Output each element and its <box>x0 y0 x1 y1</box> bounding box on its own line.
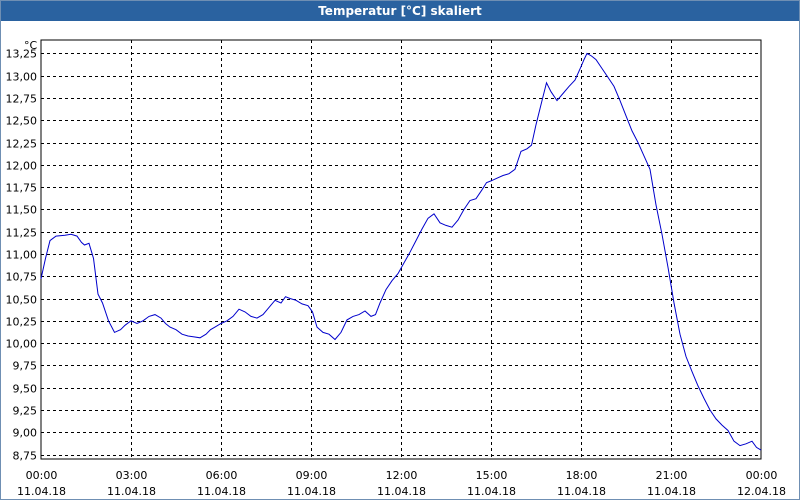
x-tick-time-label: 21:00 <box>656 469 688 482</box>
y-axis-unit-label: °C <box>24 39 38 52</box>
x-tick-date-label: 11.04.18 <box>17 485 66 498</box>
y-tick-label: 12,25 <box>6 138 38 151</box>
y-tick-label: 12,00 <box>6 160 38 173</box>
x-tick-date-label: 12.04.18 <box>737 485 786 498</box>
x-tick-time-label: 15:00 <box>476 469 508 482</box>
y-tick-label: 8,75 <box>13 450 38 463</box>
series-line-temperature <box>40 52 762 451</box>
y-tick-label: 12,50 <box>6 115 38 128</box>
chart-title: Temperatur [°C] skaliert <box>1 1 799 21</box>
x-tick-time-label: 00:00 <box>26 469 58 482</box>
y-tick-label: 11,75 <box>6 182 38 195</box>
y-tick-label: 13,25 <box>6 48 38 61</box>
y-tick-label: 9,25 <box>13 405 38 418</box>
y-tick-label: 12,75 <box>6 93 38 106</box>
x-tick-date-label: 11.04.18 <box>107 485 156 498</box>
y-tick-label: 10,00 <box>6 338 38 351</box>
x-tick-time-label: 03:00 <box>116 469 148 482</box>
x-tick-date-label: 11.04.18 <box>197 485 246 498</box>
grid-lines <box>41 40 761 459</box>
x-tick-time-label: 06:00 <box>206 469 238 482</box>
x-tick-time-label: 18:00 <box>566 469 598 482</box>
y-tick-label: 9,75 <box>13 360 38 373</box>
y-tick-label: 10,50 <box>6 294 38 307</box>
x-tick-time-label: 00:00 <box>746 469 778 482</box>
x-tick-time-label: 12:00 <box>386 469 418 482</box>
y-tick-label: 11,50 <box>6 204 38 217</box>
x-tick-time-label: 09:00 <box>296 469 328 482</box>
y-tick-label: 9,00 <box>13 427 38 440</box>
x-tick-date-label: 11.04.18 <box>287 485 336 498</box>
y-tick-label: 10,25 <box>6 316 38 329</box>
y-tick-label: 11,00 <box>6 249 38 262</box>
y-tick-label: 11,25 <box>6 227 38 240</box>
y-tick-label: 10,75 <box>6 271 38 284</box>
y-tick-label: 9,50 <box>13 383 38 396</box>
x-tick-date-label: 11.04.18 <box>467 485 516 498</box>
y-axis-ticks: 8,75 9,00 9,25 9,50 9,75 10,00 10,25 10,50 10,75… <box>6 48 38 463</box>
y-tick-label: 13,00 <box>6 71 38 84</box>
x-tick-date-label: 11.04.18 <box>647 485 696 498</box>
x-tick-date-label: 11.04.18 <box>557 485 606 498</box>
x-tick-date-label: 11.04.18 <box>377 485 426 498</box>
x-axis-ticks: 00:00 11.04.18 03:00 11.04.18 06:00 11.04.18 0… <box>17 469 786 498</box>
